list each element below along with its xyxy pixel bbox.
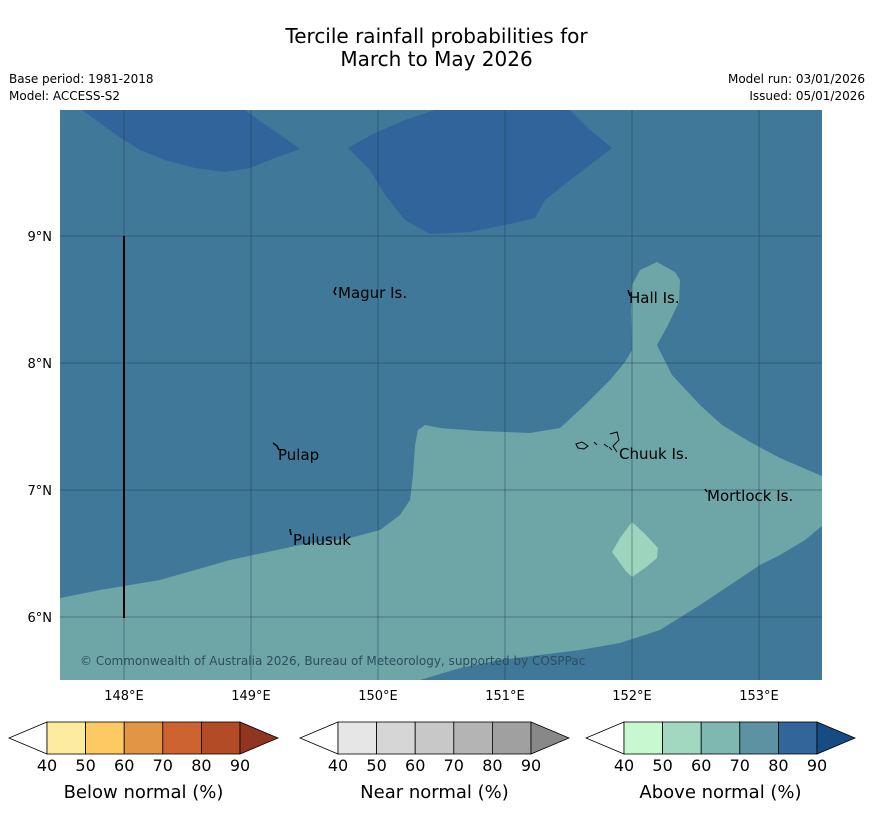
copyright-text: © Commonwealth of Australia 2026, Bureau… <box>80 654 585 668</box>
region-above-50-60 <box>612 522 658 577</box>
below-normal-legend-min-triangle <box>7 721 48 755</box>
near-normal-legend-swatch <box>376 721 416 755</box>
place-labels: Magur Is. Hall Is. Pulap Chuuk Is. Mortl… <box>278 284 793 549</box>
below-normal-legend-tick: 60 <box>114 756 134 775</box>
map-title-line-1: Tercile rainfall probabilities for <box>285 24 588 48</box>
below-normal-legend-label: Below normal (%) <box>64 782 224 803</box>
above-normal-legend-min-triangle <box>584 721 625 755</box>
above-normal-legend-tick: 80 <box>768 756 788 775</box>
above-normal-legend: 40 50 60 70 80 90 Above normal (%) <box>584 721 857 803</box>
longitude-tick-labels: 148°E 149°E 150°E 151°E 152°E 153°E <box>104 689 779 704</box>
latitude-tick-labels: 9°N 8°N 7°N 6°N <box>28 230 53 626</box>
model-run-text: Model run: 03/01/2026 <box>727 72 865 86</box>
lat-tick-9n: 9°N <box>28 230 53 245</box>
above-normal-legend-swatch <box>623 721 663 755</box>
near-normal-legend: 40 50 60 70 80 90 Near normal (%) <box>298 721 571 803</box>
map-area: Magur Is. Hall Is. Pulap Chuuk Is. Mortl… <box>60 110 822 680</box>
lat-tick-8n: 8°N <box>28 357 53 372</box>
below-normal-legend-tick: 70 <box>153 756 173 775</box>
below-normal-legend-tick: 80 <box>191 756 211 775</box>
above-normal-legend-swatch <box>739 721 779 755</box>
place-label-hall: Hall Is. <box>629 289 680 307</box>
above-normal-legend-swatch <box>778 721 818 755</box>
legends: 40 50 60 70 80 90 Below normal (%) 40 50 60 70 80 90… <box>7 721 857 803</box>
below-normal-legend-max-triangle <box>239 721 280 755</box>
lon-tick-151e: 151°E <box>485 689 525 704</box>
near-normal-legend-swatch <box>491 721 532 755</box>
below-normal-legend-swatch <box>162 721 202 755</box>
region-above-80-90-northwest <box>82 110 300 172</box>
below-normal-legend-swatch <box>85 721 125 755</box>
near-normal-legend-tick: 80 <box>482 756 502 775</box>
below-normal-legend-tick: 50 <box>75 756 95 775</box>
below-normal-legend: 40 50 60 70 80 90 Below normal (%) <box>7 721 280 803</box>
lat-tick-7n: 7°N <box>28 484 53 499</box>
place-label-mortlock: Mortlock Is. <box>707 487 793 505</box>
place-label-pulap: Pulap <box>278 446 319 464</box>
near-normal-legend-min-triangle <box>298 721 339 755</box>
region-above-80-90-north <box>348 110 612 234</box>
lon-tick-148e: 148°E <box>104 689 144 704</box>
magur-island-shape <box>333 286 337 296</box>
place-label-pulusuk: Pulusuk <box>293 531 351 549</box>
below-normal-legend-tick: 90 <box>230 756 250 775</box>
near-normal-legend-max-triangle <box>530 721 571 755</box>
island-outlines <box>272 286 708 536</box>
above-normal-legend-tick: 60 <box>691 756 711 775</box>
base-period-text: Base period: 1981-2018 <box>9 72 154 86</box>
issued-text: Issued: 05/01/2026 <box>749 89 865 103</box>
above-normal-legend-swatch <box>700 721 741 755</box>
pulusuk-island-shape <box>289 528 292 536</box>
above-normal-legend-max-triangle <box>816 721 857 755</box>
above-normal-legend-tick: 70 <box>730 756 750 775</box>
place-label-magur: Magur Is. <box>338 284 407 302</box>
lon-tick-152e: 152°E <box>612 689 652 704</box>
near-normal-legend-tick: 40 <box>328 756 348 775</box>
near-normal-legend-label: Near normal (%) <box>360 782 509 803</box>
below-normal-legend-swatch <box>200 721 241 755</box>
near-normal-legend-tick: 50 <box>366 756 386 775</box>
model-text: Model: ACCESS-S2 <box>9 89 121 103</box>
near-normal-legend-tick: 60 <box>405 756 425 775</box>
below-normal-legend-tick: 40 <box>37 756 57 775</box>
above-normal-legend-label: Above normal (%) <box>639 782 801 803</box>
map-title-line-2: March to May 2026 <box>340 47 533 71</box>
near-normal-legend-tick: 70 <box>444 756 464 775</box>
above-normal-legend-tick: 40 <box>614 756 634 775</box>
lat-tick-6n: 6°N <box>28 611 53 626</box>
below-normal-legend-swatch <box>123 721 164 755</box>
near-normal-legend-swatch <box>414 721 455 755</box>
lon-tick-149e: 149°E <box>231 689 271 704</box>
above-normal-legend-tick: 90 <box>807 756 827 775</box>
lon-tick-150e: 150°E <box>358 689 398 704</box>
hall-island-shape <box>627 289 631 297</box>
chuuk-island-shape <box>575 431 620 453</box>
above-normal-legend-swatch <box>662 721 702 755</box>
below-normal-legend-swatch <box>46 721 86 755</box>
near-normal-legend-swatch <box>337 721 377 755</box>
near-normal-legend-tick: 90 <box>521 756 541 775</box>
pulap-island-shape <box>272 442 280 451</box>
lon-tick-153e: 153°E <box>739 689 779 704</box>
mortlock-island-shape <box>704 488 708 493</box>
above-normal-legend-tick: 50 <box>652 756 672 775</box>
near-normal-legend-swatch <box>453 721 493 755</box>
place-label-chuuk: Chuuk Is. <box>619 445 688 463</box>
